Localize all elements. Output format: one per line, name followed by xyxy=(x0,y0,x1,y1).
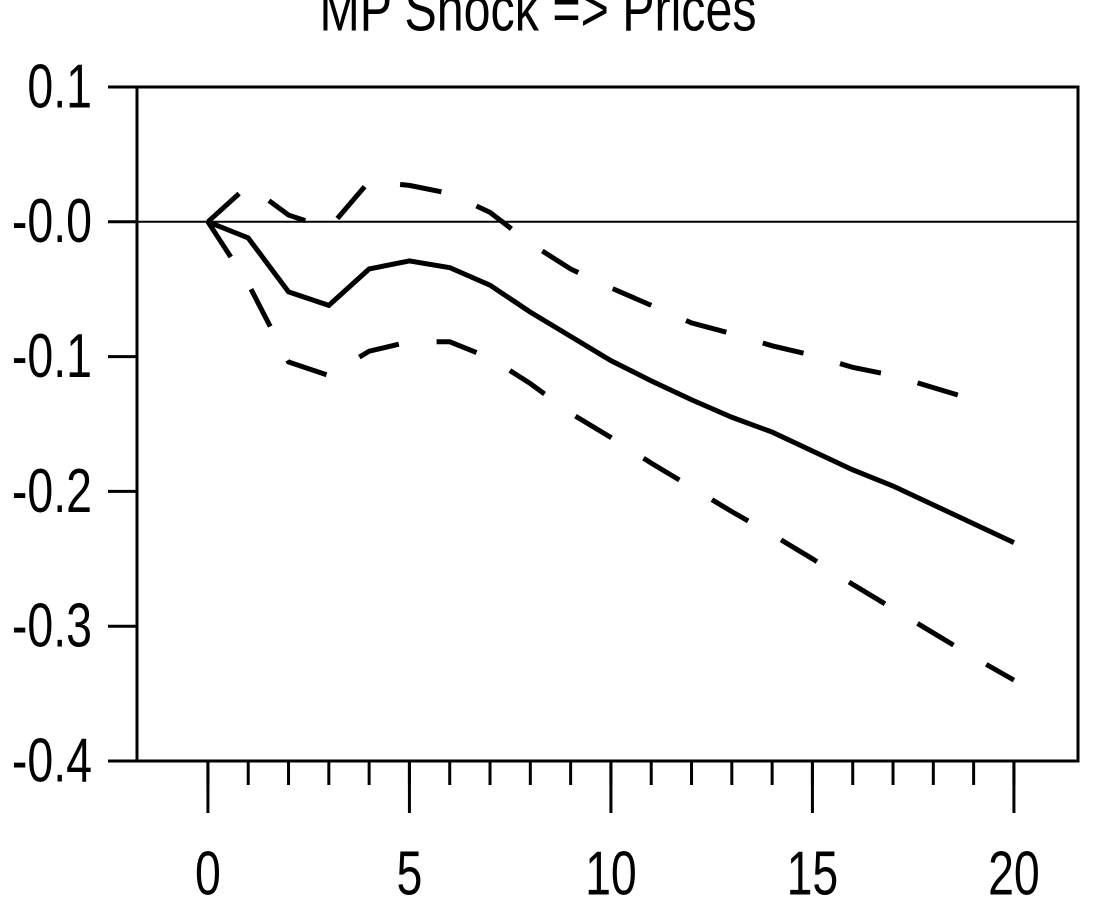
y-tick-label: -0.4 xyxy=(12,725,92,795)
series-line xyxy=(206,219,1015,545)
x-tick-label: 10 xyxy=(585,838,637,908)
plot-frame xyxy=(135,85,1080,763)
series-line xyxy=(206,178,975,403)
y-tick-label: -0.0 xyxy=(12,186,92,256)
x-tick-label: 5 xyxy=(396,838,422,908)
x-tick-label: 15 xyxy=(787,838,839,908)
y-tick-label: 0.1 xyxy=(27,51,92,121)
y-tick-label: -0.1 xyxy=(12,320,92,390)
y-tick-label: -0.3 xyxy=(12,590,92,660)
x-tick-label: 20 xyxy=(988,838,1040,908)
series-line xyxy=(205,220,1016,683)
chart-title: MP Shock => Prices xyxy=(319,0,756,44)
y-tick-label: -0.2 xyxy=(12,455,92,525)
x-tick-label: 0 xyxy=(195,838,221,908)
